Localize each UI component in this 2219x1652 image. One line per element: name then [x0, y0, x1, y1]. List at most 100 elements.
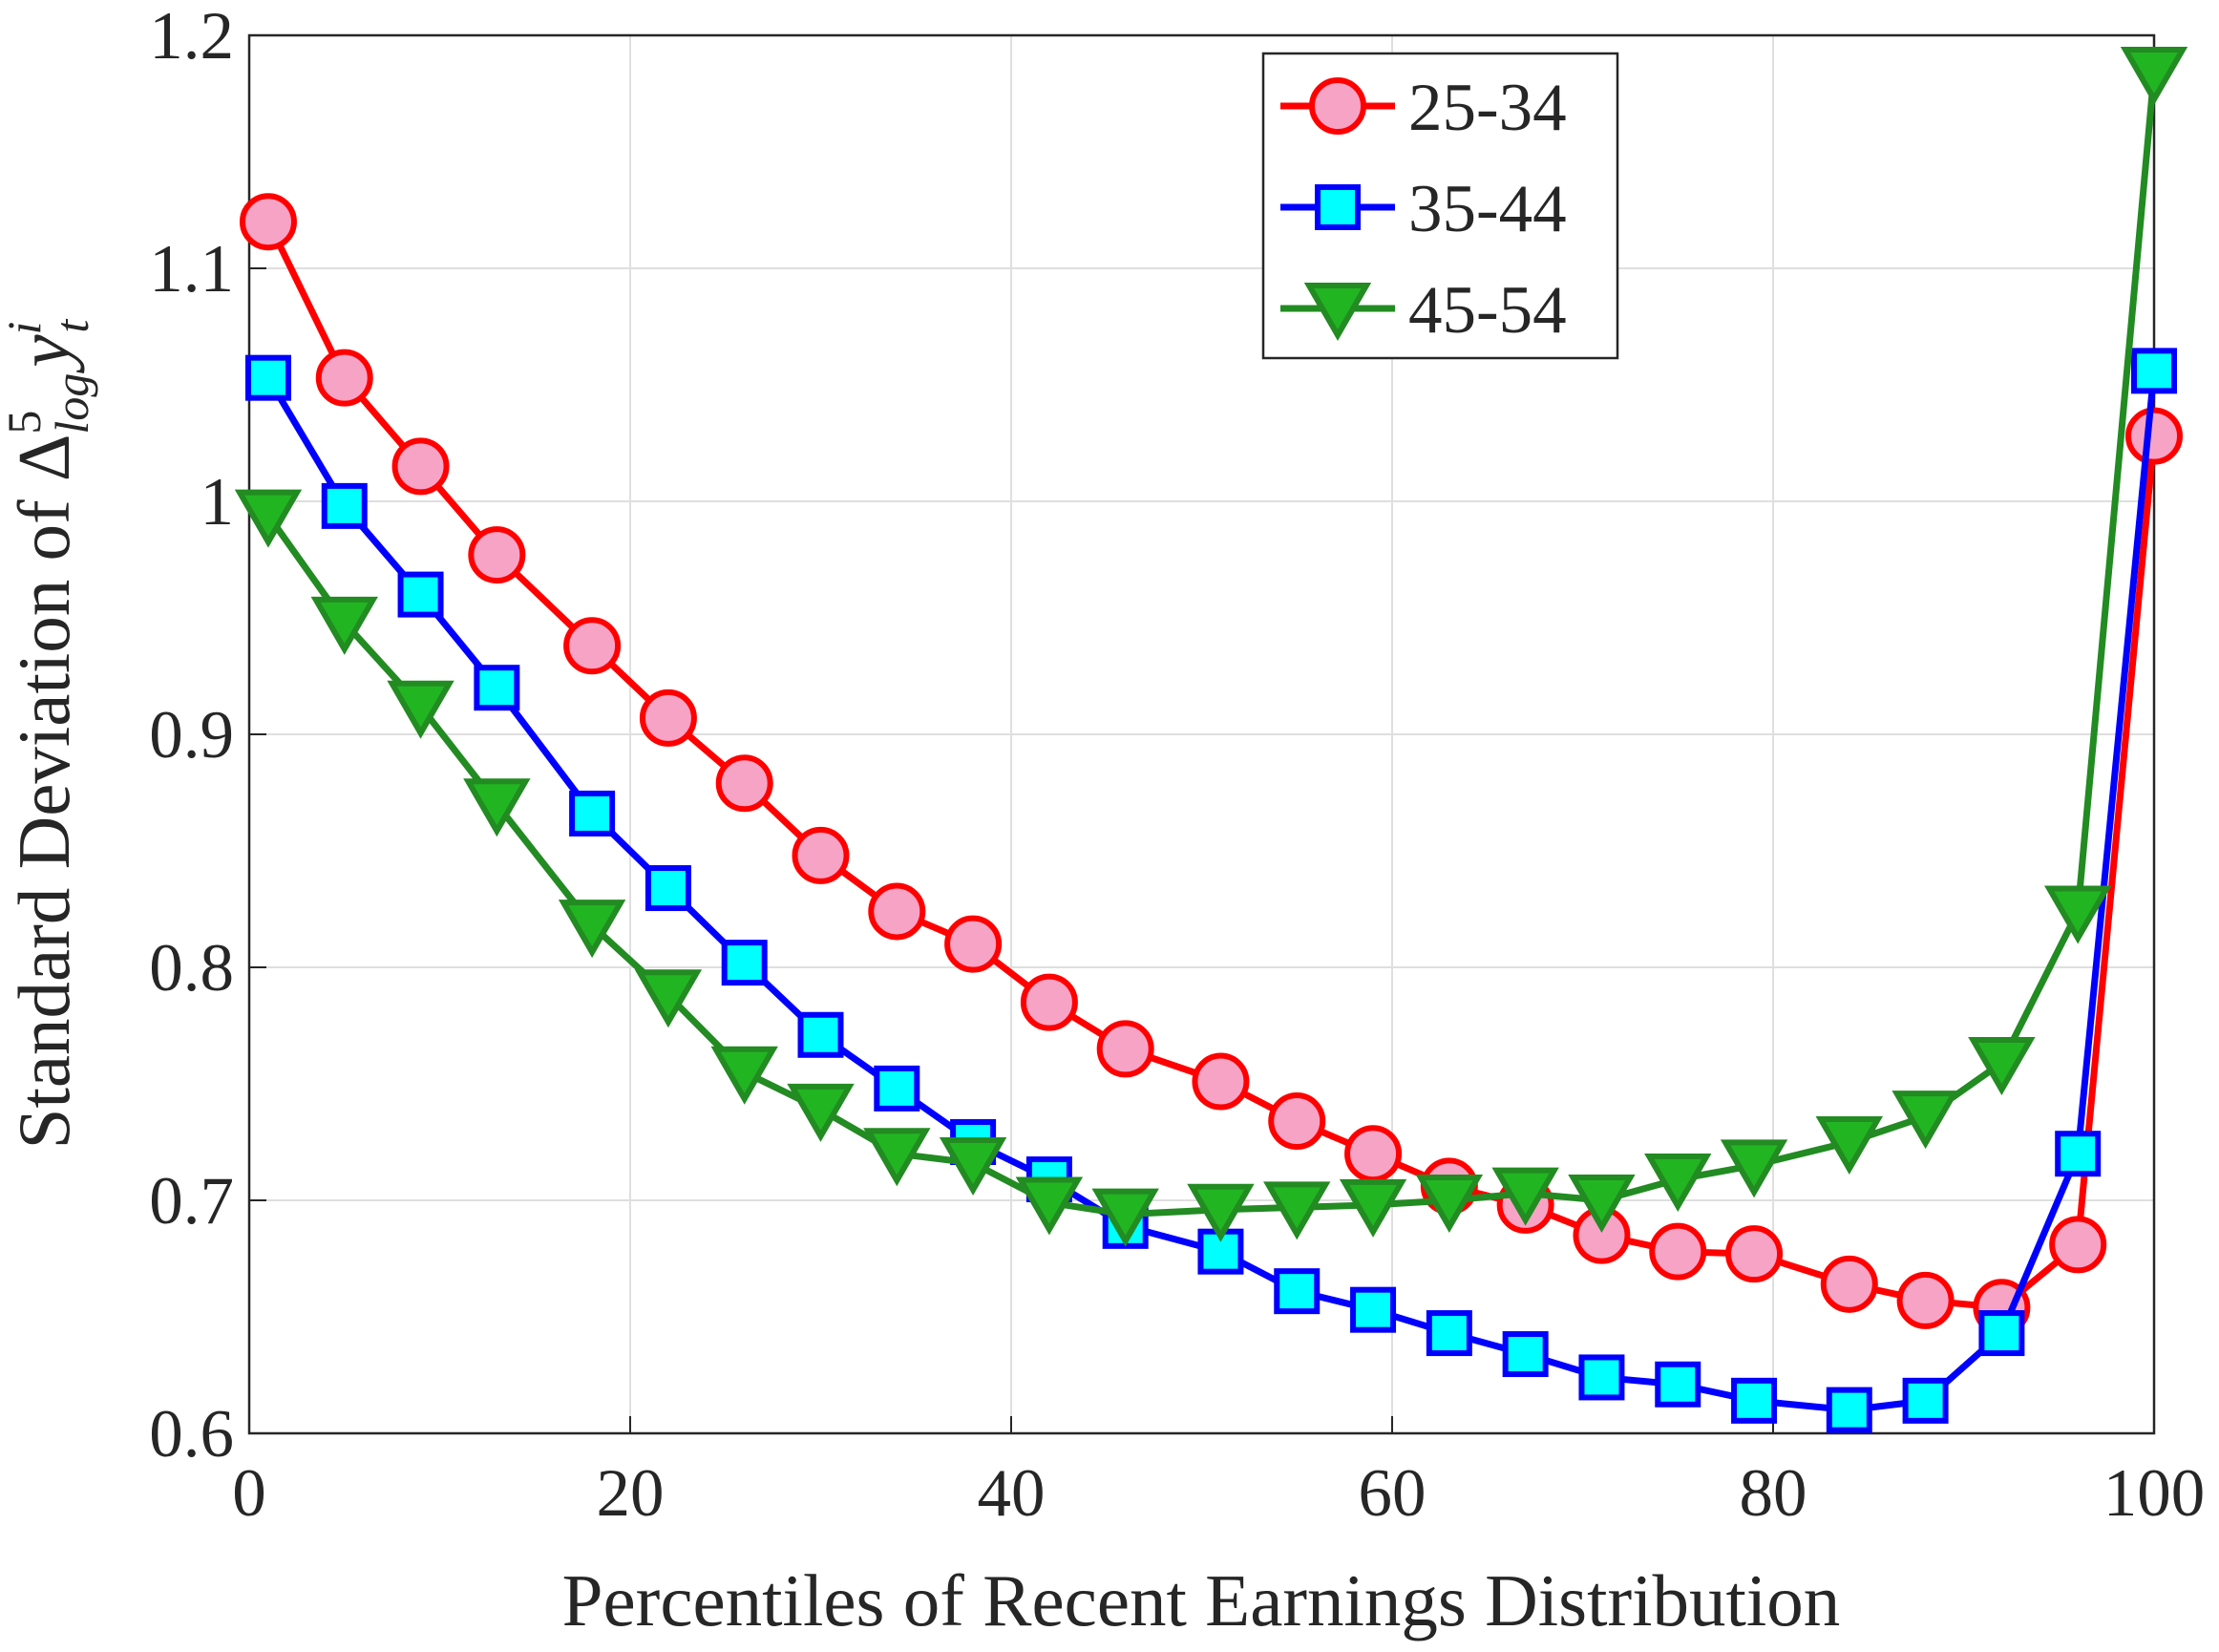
- data-point: [1731, 1377, 1778, 1424]
- series: [234, 47, 2188, 1247]
- data-point: [1978, 1310, 2025, 1357]
- data-point: [244, 354, 291, 401]
- data-point: [1091, 1188, 1159, 1247]
- data-point: [558, 900, 626, 959]
- data-point: [387, 680, 454, 739]
- x-tick-label: 40: [978, 1456, 1046, 1531]
- data-point: [944, 915, 1003, 973]
- data-point: [787, 1083, 855, 1142]
- data-point: [2044, 885, 2112, 944]
- data-point: [1720, 1139, 1788, 1198]
- legend-marker: [1303, 283, 1372, 342]
- data-point: [1820, 1255, 1878, 1313]
- data-point: [397, 571, 444, 618]
- data-point: [569, 790, 616, 837]
- y-label-variable-sub: t: [45, 319, 98, 333]
- data-point: [563, 617, 622, 675]
- y-tick-label: 0.6: [149, 1397, 234, 1472]
- data-point: [474, 665, 520, 711]
- data-point: [1274, 1268, 1321, 1315]
- legend-label: 35-44: [1408, 172, 1567, 246]
- y-label-variable-sup: i: [0, 322, 51, 335]
- data-point: [2055, 1131, 2102, 1177]
- data-point: [1826, 1387, 1872, 1433]
- data-point: [1644, 1154, 1712, 1213]
- data-point: [939, 1136, 1007, 1196]
- data-point: [1649, 1222, 1707, 1281]
- data-point: [1891, 1091, 1959, 1150]
- legend-marker: [1315, 184, 1361, 230]
- series: [239, 193, 2183, 1337]
- data-point: [1015, 1176, 1084, 1236]
- data-point: [1502, 1331, 1549, 1378]
- series: [244, 348, 2177, 1433]
- data-point: [1815, 1116, 1883, 1175]
- y-label-variable: y: [3, 334, 85, 374]
- data-point: [2049, 1216, 2107, 1274]
- data-point: [715, 754, 773, 813]
- data-point: [863, 1128, 931, 1187]
- y-label-symbol-sup: 5: [0, 411, 51, 434]
- data-point: [1268, 1092, 1326, 1151]
- legend-marker: [1309, 77, 1366, 135]
- data-point: [310, 596, 378, 655]
- data-point: [2125, 407, 2183, 465]
- data-point: [1192, 1052, 1250, 1111]
- data-point: [1896, 1271, 1955, 1329]
- data-point: [645, 865, 691, 912]
- y-label-symbol: Δ: [3, 434, 85, 482]
- data-point: [234, 489, 303, 548]
- data-point: [1578, 1354, 1625, 1401]
- data-point: [1350, 1286, 1397, 1333]
- data-point: [391, 437, 450, 496]
- y-tick-label: 0.7: [149, 1164, 234, 1239]
- data-point: [1568, 1175, 1636, 1234]
- data-point: [1344, 1125, 1403, 1183]
- y-tick-label: 0.9: [149, 698, 234, 773]
- data-point: [1020, 973, 1078, 1031]
- x-tick-label: 20: [597, 1456, 665, 1531]
- y-tick-label: 1.1: [149, 232, 234, 307]
- data-point: [239, 193, 297, 251]
- data-point: [797, 1011, 844, 1058]
- data-point: [792, 826, 850, 884]
- data-point: [1902, 1377, 1949, 1424]
- data-point: [1096, 1020, 1154, 1078]
- legend: 25-34 35-44 45-54: [1261, 52, 1619, 360]
- data-point: [2131, 348, 2177, 394]
- y-axis-label: Standard Deviation of Δ5logyit: [0, 319, 98, 1150]
- data-point: [1491, 1167, 1559, 1226]
- data-point: [1426, 1310, 1472, 1357]
- y-label-text: Standard Deviation of: [3, 481, 85, 1149]
- y-label-symbol-sub: log: [45, 373, 98, 434]
- data-point: [868, 882, 926, 941]
- data-point: [1415, 1175, 1484, 1234]
- x-axis-label: Percentiles of Recent Earnings Distribut…: [562, 1559, 1841, 1641]
- data-point: [1968, 1037, 2036, 1096]
- y-tick-label: 1.2: [149, 0, 234, 74]
- data-point: [321, 482, 368, 529]
- y-tick-label: 0.8: [149, 931, 234, 1006]
- legend-label: 45-54: [1408, 273, 1567, 348]
- data-point: [634, 969, 703, 1028]
- x-tick-label: 100: [2103, 1456, 2206, 1531]
- x-tick-label: 0: [232, 1456, 266, 1531]
- data-point: [639, 688, 697, 747]
- x-tick-label: 80: [1740, 1456, 1807, 1531]
- data-point: [315, 349, 373, 407]
- data-point: [874, 1065, 920, 1112]
- data-point: [468, 526, 526, 584]
- x-tick-label: 60: [1359, 1456, 1426, 1531]
- axes-box: [247, 33, 2156, 1435]
- data-point: [1187, 1183, 1255, 1242]
- data-point: [1339, 1178, 1407, 1238]
- y-tick-label: 1: [201, 465, 235, 540]
- data-point: [710, 1046, 778, 1105]
- data-point: [721, 940, 768, 986]
- data-point: [2120, 47, 2188, 106]
- data-point: [1655, 1361, 1701, 1408]
- legend-label: 25-34: [1408, 71, 1567, 145]
- data-point: [1263, 1181, 1331, 1240]
- data-point: [1725, 1225, 1784, 1283]
